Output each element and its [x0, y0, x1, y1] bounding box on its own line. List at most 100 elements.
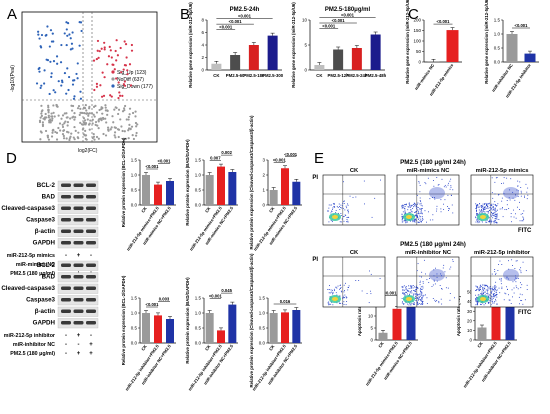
event-dot: [339, 206, 340, 208]
y-tick-label: 1: [262, 188, 265, 193]
nodiff-point: [119, 118, 122, 121]
nodiff-point: [77, 105, 81, 108]
event-dot: [401, 207, 403, 209]
bar: [281, 312, 289, 343]
event-dot: [421, 289, 423, 290]
event-dot: [346, 219, 348, 220]
down-point: [39, 86, 42, 90]
event-dot: [335, 212, 337, 214]
y-tick-label: 5: [304, 43, 307, 48]
y-axis-label: Apoptosis rate ( % ): [357, 295, 362, 336]
event-dot: [477, 294, 479, 296]
event-dot: [413, 293, 414, 295]
event-dot: [409, 285, 411, 287]
legend-nodiff-dot: [111, 77, 115, 81]
event-dot: [485, 206, 486, 208]
event-dot: [412, 221, 414, 223]
event-dot: [495, 217, 497, 219]
event-dot: [491, 214, 493, 216]
western-blot-top: BCL-2 BAD Cleaved-caspase3 Caspase3 β-actin G…: [1, 180, 99, 277]
event-dot: [408, 290, 410, 292]
event-dot: [523, 217, 525, 219]
event-dot: [336, 294, 338, 296]
event-dot: [452, 212, 454, 214]
event-dot: [476, 219, 478, 221]
bar: [524, 53, 536, 62]
event-dot: [488, 220, 490, 222]
event-dot: [491, 273, 493, 275]
event-dot: [480, 210, 482, 212]
up-point: [92, 59, 96, 62]
up-point: [95, 85, 99, 88]
nodiff-point: [122, 107, 126, 110]
event-dot: [482, 203, 484, 205]
bar: [292, 181, 301, 205]
nodiff-point: [51, 117, 54, 120]
up-point: [126, 69, 129, 72]
event-dot: [478, 290, 480, 292]
up-point: [123, 84, 127, 87]
y-axis-label: Relative protein expression (BAD/GAPDH): [185, 277, 190, 364]
nodiff-point: [123, 130, 126, 133]
event-dot: [421, 293, 423, 295]
event-dot: [407, 209, 409, 211]
event-dot: [498, 287, 500, 289]
y-tick-label: 6: [201, 30, 204, 35]
up-point: [123, 40, 126, 43]
nodiff-point: [57, 114, 60, 117]
up-point: [123, 80, 126, 83]
y-tick-label: 0.0: [131, 203, 138, 208]
event-dot: [481, 293, 483, 295]
nodiff-point: [84, 104, 87, 107]
event-dot: [328, 303, 330, 305]
event-dot: [419, 220, 421, 222]
treatment-sign: -: [65, 253, 67, 259]
event-dot: [483, 211, 485, 213]
down-point: [79, 97, 83, 100]
event-dot: [494, 211, 496, 213]
event-dot: [426, 297, 428, 299]
y-tick-label: 0: [370, 338, 373, 343]
event-dot: [488, 287, 490, 289]
event-dot: [488, 302, 490, 304]
nodiff-point: [107, 128, 110, 131]
event-dot: [489, 204, 491, 206]
up-point: [126, 73, 129, 76]
y-tick-label: 100: [413, 39, 421, 44]
event-dot: [442, 267, 444, 269]
up-point: [115, 77, 118, 80]
event-dot: [333, 204, 335, 206]
event-dot: [415, 215, 417, 216]
event-dot: [476, 286, 478, 288]
event-dot: [404, 294, 406, 295]
event-dot: [493, 212, 495, 213]
event-dot: [417, 215, 419, 217]
up-point: [128, 63, 132, 66]
nodiff-point: [85, 112, 88, 115]
event-dot: [476, 289, 478, 291]
event-dot: [412, 287, 414, 289]
bar: [154, 315, 162, 343]
event-dot: [413, 302, 415, 304]
event-dot: [417, 207, 419, 208]
event-dot: [422, 300, 424, 302]
nodiff-point: [72, 115, 75, 118]
category-label: CK: [377, 341, 385, 349]
event-dot: [438, 302, 440, 304]
event-dot: [475, 207, 477, 209]
nodiff-point: [59, 129, 62, 132]
event-dot: [408, 304, 410, 306]
nodiff-point: [81, 128, 84, 131]
event-dot: [523, 219, 525, 220]
event-dot: [492, 217, 494, 219]
event-dot: [404, 220, 406, 221]
event-dot: [517, 278, 519, 279]
volcano-plot: log2(FC) -log10(Pval) Sig_Up (123) NoDif…: [10, 11, 158, 154]
event-dot: [410, 286, 412, 288]
down-point: [50, 72, 53, 75]
event-dot: [485, 289, 487, 291]
blot-band: [61, 286, 71, 290]
event-dot: [414, 294, 416, 296]
bar: [406, 301, 416, 340]
event-dot: [527, 187, 529, 189]
